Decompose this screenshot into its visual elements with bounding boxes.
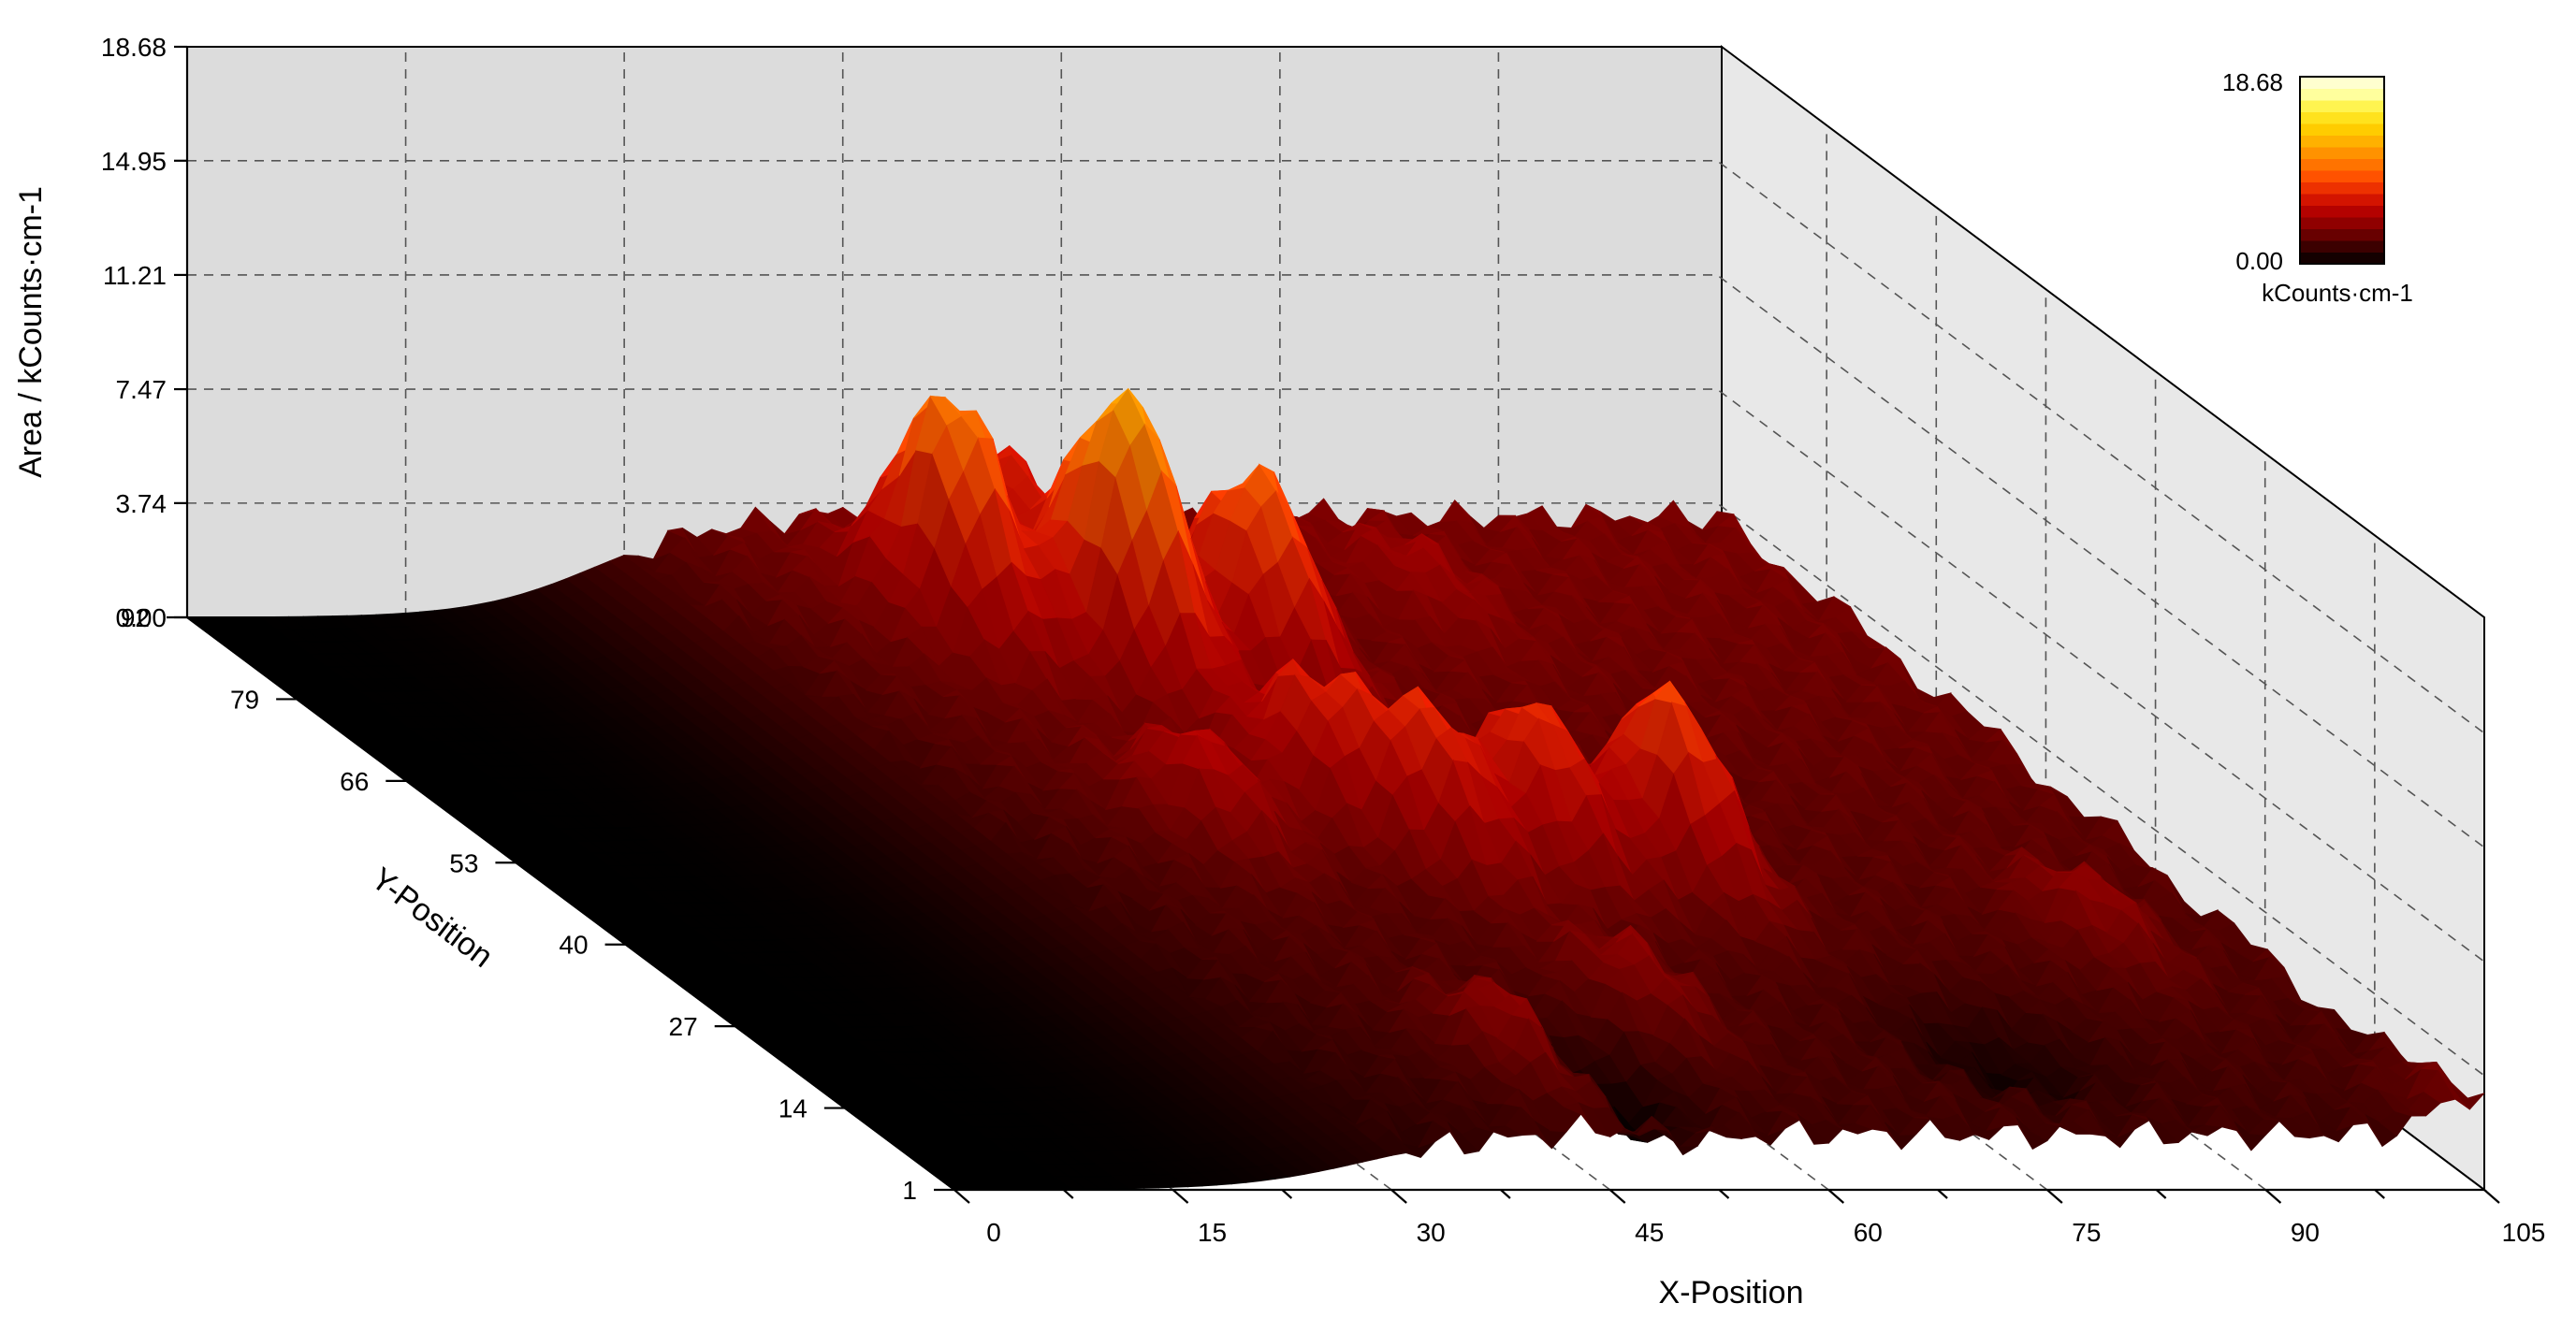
- colorbar-max-label: 18.68: [2222, 68, 2283, 96]
- colorbar-band: [2300, 111, 2384, 124]
- x-tick-label: 30: [1417, 1218, 1446, 1247]
- y-tick-label: 53: [449, 848, 478, 877]
- x-tick-label: 0: [986, 1218, 1001, 1247]
- x-tick-label: 15: [1198, 1218, 1227, 1247]
- colorbar-min-label: 0.00: [2235, 247, 2283, 275]
- colorbar-band: [2300, 181, 2384, 195]
- x-tick-label: 60: [1854, 1218, 1883, 1247]
- y-tick-label: 14: [779, 1094, 808, 1123]
- y-axis-line: [186, 616, 955, 1191]
- z-tick-label: 18.68: [101, 33, 167, 62]
- z-tick-label: 11.21: [103, 261, 167, 290]
- x-tick-label: 45: [1635, 1218, 1664, 1247]
- grid-line-z: [187, 160, 2485, 734]
- x-minor-tick: [1937, 1189, 1948, 1199]
- colorbar-band: [2300, 123, 2384, 136]
- grid-line-z: [187, 502, 2485, 1077]
- colorbar-band: [2300, 194, 2384, 206]
- z-tick-label: 14.95: [101, 147, 167, 176]
- colorbar-band: [2300, 135, 2384, 148]
- y-tick-label: 92: [121, 603, 150, 632]
- x-minor-tick: [2374, 1189, 2385, 1199]
- x-tick: [1608, 1189, 1626, 1204]
- colorbar-band: [2300, 147, 2384, 159]
- x-minor-tick: [1063, 1189, 1074, 1199]
- colorbar-unit-label: kCounts·cm-1: [2262, 279, 2413, 307]
- x-tick: [2046, 1189, 2063, 1204]
- colorbar-band: [2300, 77, 2384, 89]
- x-minor-tick: [2155, 1189, 2167, 1199]
- colorbar-band: [2300, 217, 2384, 229]
- x-axis-title: X-Position: [1659, 1275, 1804, 1310]
- surface-plot: [185, 387, 2486, 1191]
- x-tick: [2264, 1189, 2282, 1204]
- grid-line-z: [187, 274, 2485, 848]
- colorbar: 18.68 0.00 kCounts·cm-1: [2222, 68, 2413, 307]
- z-tick-label: 3.74: [116, 489, 167, 518]
- colorbar-band: [2300, 252, 2384, 265]
- x-tick: [1827, 1189, 1845, 1204]
- y-tick-label: 66: [340, 767, 369, 796]
- colorbar-band: [2300, 158, 2384, 171]
- y-tick-label: 79: [230, 685, 259, 714]
- x-tick: [2483, 1189, 2500, 1204]
- y-axis-title: Y-Position: [365, 861, 500, 975]
- colorbar-bands: [2300, 77, 2384, 265]
- axes: 0.00 3.74 7.47 11.21 14.95 18.68 1 14 27 40 53 66 79…: [101, 33, 2545, 1247]
- x-minor-tick: [1281, 1189, 1293, 1199]
- grid-line-z: [187, 388, 2485, 963]
- z-tick-label: 7.47: [116, 375, 167, 404]
- colorbar-band: [2300, 205, 2384, 218]
- colorbar-band: [2300, 100, 2384, 112]
- x-tick-label: 75: [2072, 1218, 2101, 1247]
- x-minor-tick: [1500, 1189, 1511, 1199]
- z-tick-label: 0.00: [116, 603, 167, 632]
- surface-cell: [2452, 1088, 2486, 1110]
- x-tick: [1390, 1189, 1407, 1204]
- x-tick: [1172, 1189, 1189, 1204]
- colorbar-band: [2300, 228, 2384, 241]
- x-tick-label: 105: [2502, 1218, 2546, 1247]
- colorbar-band: [2300, 170, 2384, 182]
- x-minor-tick: [1718, 1189, 1730, 1199]
- y-tick-label: 40: [559, 931, 588, 960]
- x-tick-label: 90: [2291, 1218, 2320, 1247]
- x-tick: [953, 1189, 970, 1204]
- colorbar-frame: [2299, 76, 2385, 265]
- y-tick-label: 1: [902, 1176, 917, 1205]
- colorbar-band: [2300, 88, 2384, 101]
- z-axis-title: Area / kCounts·cm-1: [13, 186, 49, 478]
- colorbar-band: [2300, 240, 2384, 253]
- y-tick-label: 27: [669, 1012, 698, 1041]
